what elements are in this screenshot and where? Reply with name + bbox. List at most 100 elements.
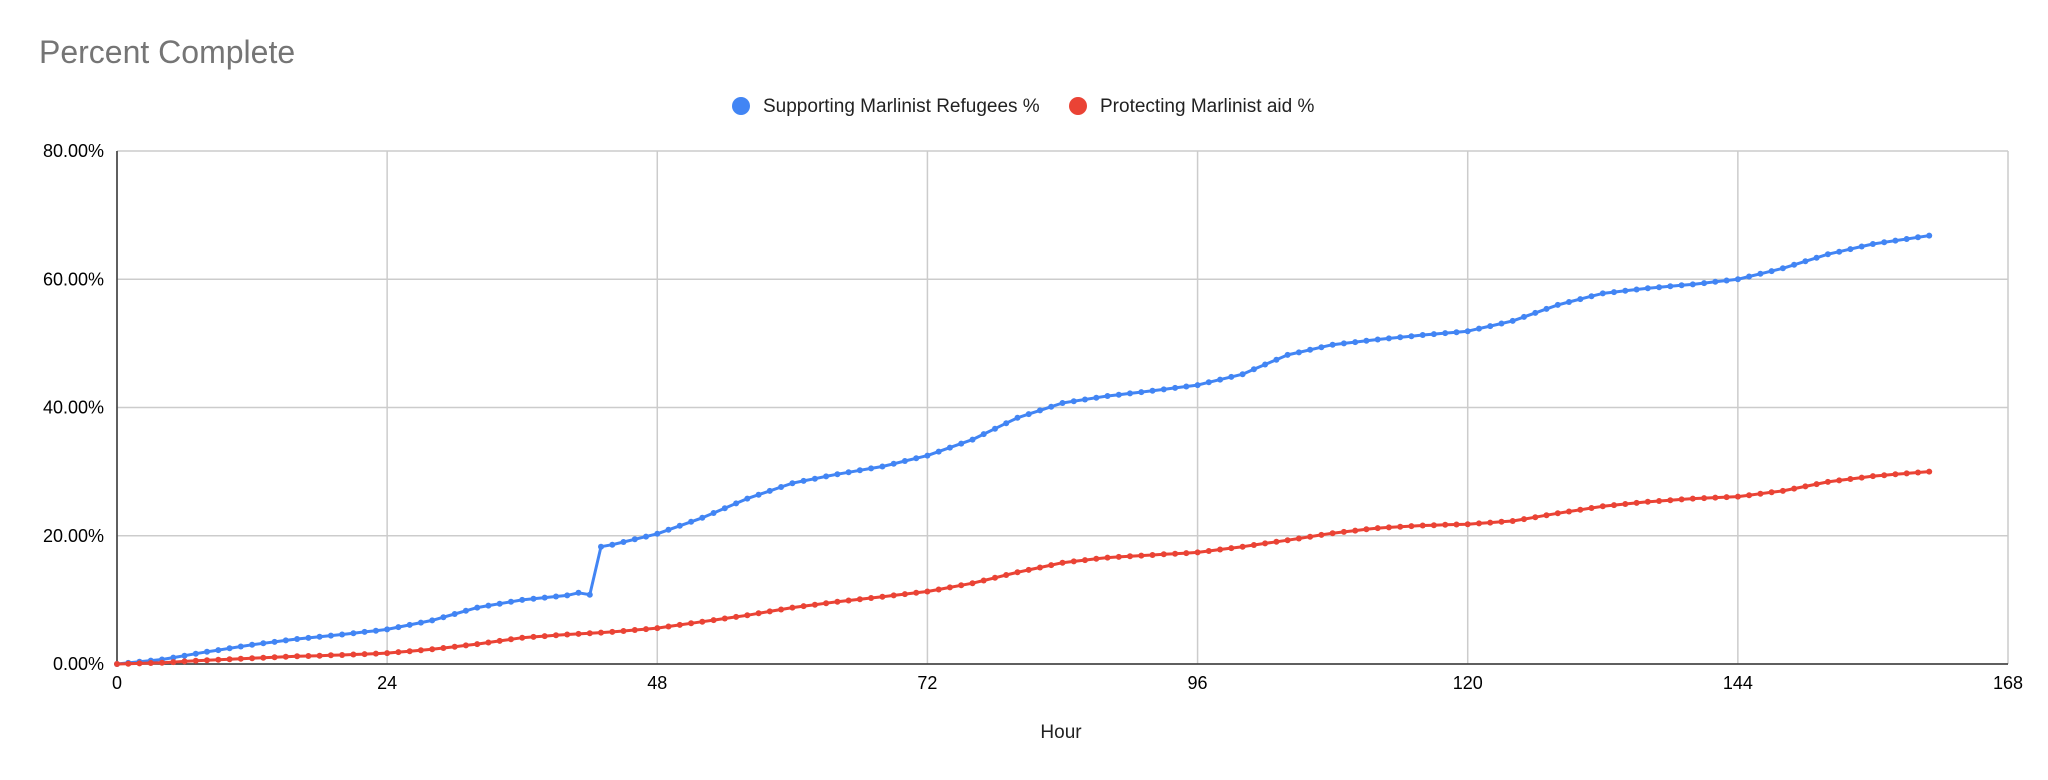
data-point: [181, 652, 188, 659]
data-point: [1543, 512, 1550, 519]
data-point: [834, 471, 841, 478]
x-tick-label: 168: [1993, 673, 2023, 693]
data-point: [496, 600, 503, 607]
x-axis-tick-labels: 0 24 48 72 96 120 144 168: [112, 673, 2023, 693]
data-point: [1464, 521, 1471, 528]
data-point: [811, 601, 818, 608]
data-point: [789, 480, 796, 487]
data-point: [879, 593, 886, 600]
data-point: [215, 647, 222, 654]
data-point: [1250, 366, 1257, 373]
data-point: [1656, 498, 1663, 504]
data-point: [1836, 248, 1843, 255]
data-point: [958, 440, 965, 447]
data-point: [1768, 489, 1775, 496]
data-point: [901, 458, 908, 464]
data-point: [361, 628, 368, 635]
data-point: [1363, 526, 1370, 533]
data-point: [294, 636, 301, 642]
data-point: [1318, 531, 1325, 538]
data-point: [192, 657, 199, 664]
data-point: [1926, 468, 1933, 475]
data-point: [125, 660, 132, 667]
data-point: [575, 630, 582, 637]
data-point: [643, 533, 649, 540]
data-point: [1003, 572, 1010, 578]
data-point: [1611, 502, 1617, 509]
data-point: [1678, 282, 1685, 289]
data-point: [1487, 323, 1494, 330]
data-point: [316, 652, 323, 659]
data-point: [339, 631, 346, 638]
data-point: [147, 660, 154, 666]
data-point: [541, 633, 548, 640]
data-point: [631, 536, 638, 543]
data-point: [440, 645, 447, 651]
data-point: [1532, 514, 1539, 521]
data-point: [1554, 301, 1561, 308]
data-point: [800, 477, 807, 484]
data-point: [1295, 535, 1302, 542]
data-point: [1779, 265, 1786, 272]
data-point: [508, 636, 514, 643]
data-point: [1847, 476, 1854, 482]
data-point: [1070, 558, 1077, 565]
data-point: [1521, 313, 1527, 320]
data-point: [575, 589, 582, 596]
data-point: [1847, 246, 1854, 253]
data-point: [237, 643, 244, 650]
data-point: [406, 621, 413, 628]
data-point: [474, 604, 481, 611]
data-point: [1768, 268, 1775, 275]
y-axis-tick-labels: 0.00% 20.00% 40.00% 60.00% 80.00%: [43, 141, 104, 674]
data-point: [766, 487, 773, 494]
data-point: [1656, 284, 1663, 291]
data-point: [159, 659, 165, 666]
data-point: [766, 608, 773, 615]
data-point: [1172, 384, 1179, 391]
data-point: [1149, 552, 1156, 558]
data-point: [1892, 471, 1899, 478]
data-point: [1284, 537, 1291, 544]
data-point: [1701, 280, 1708, 287]
data-point: [935, 586, 942, 593]
data-point: [1869, 241, 1876, 247]
data-point: [372, 627, 379, 634]
data-point: [1442, 521, 1449, 528]
data-point: [834, 598, 841, 605]
data-point: [1194, 549, 1201, 556]
data-point: [1205, 548, 1212, 554]
data-point: [384, 626, 391, 633]
data-point: [1183, 383, 1190, 390]
data-point: [1239, 371, 1246, 378]
data-point: [440, 614, 447, 621]
data-point: [946, 584, 953, 591]
data-point: [1217, 546, 1224, 553]
data-point: [417, 647, 424, 654]
data-point: [305, 634, 312, 641]
data-point: [1014, 414, 1021, 421]
data-point: [1599, 290, 1606, 297]
data-point: [1892, 237, 1899, 244]
data-point: [1273, 356, 1280, 363]
data-point: [1734, 493, 1741, 500]
data-point: [508, 598, 514, 605]
data-point: [688, 518, 695, 525]
data-point: [654, 625, 661, 632]
data-point: [1037, 407, 1043, 414]
data-point: [1318, 344, 1325, 351]
data-point: [1476, 520, 1482, 527]
data-point: [1149, 387, 1156, 394]
data-point: [913, 589, 920, 596]
data-point: [1633, 286, 1640, 293]
data-point: [1408, 523, 1415, 530]
data-point: [1430, 331, 1437, 338]
data-point: [1532, 309, 1539, 316]
data-point: [1858, 474, 1865, 481]
x-tick-label: 96: [1188, 673, 1208, 693]
data-point: [665, 623, 672, 630]
data-point: [417, 619, 424, 626]
data-point: [1926, 232, 1933, 239]
data-point: [541, 594, 548, 601]
data-point: [721, 615, 728, 622]
